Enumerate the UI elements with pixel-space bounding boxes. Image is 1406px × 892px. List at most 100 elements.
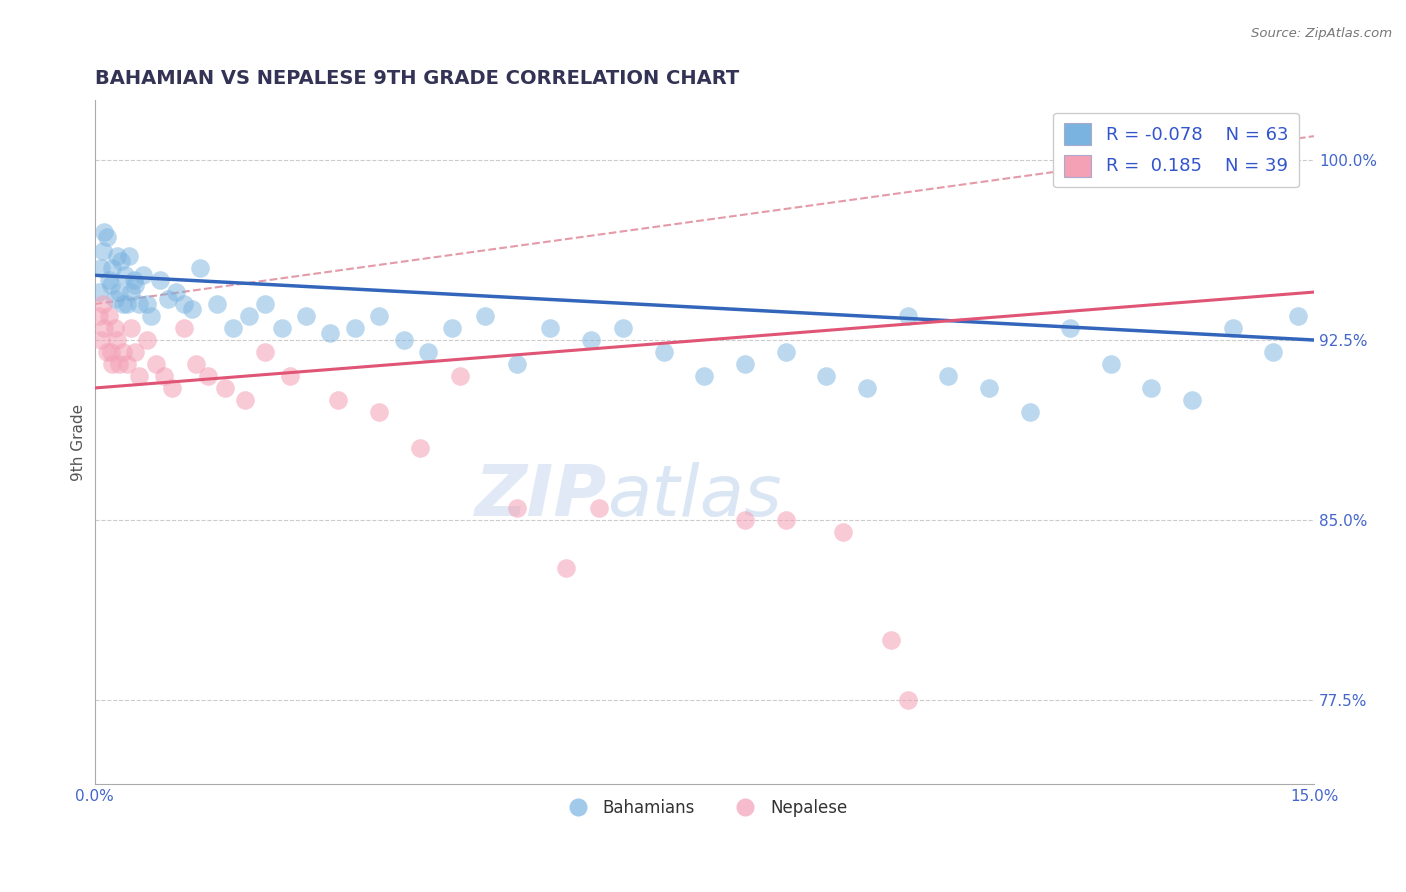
Text: atlas: atlas — [607, 462, 782, 531]
Point — [136, 333, 159, 347]
Point — [96, 230, 118, 244]
Point — [441, 321, 464, 335]
Point — [1018, 405, 1040, 419]
Point — [87, 309, 110, 323]
Point — [233, 392, 256, 407]
Text: BAHAMIAN VS NEPALESE 9TH GRADE CORRELATION CHART: BAHAMIAN VS NEPALESE 9TH GRADE CORRELATI… — [94, 69, 738, 87]
Point — [775, 513, 797, 527]
Point — [115, 297, 138, 311]
Point — [104, 321, 127, 335]
Point — [555, 561, 578, 575]
Point — [156, 292, 179, 306]
Point — [856, 381, 879, 395]
Point — [815, 369, 838, 384]
Point — [98, 273, 121, 287]
Point — [1059, 321, 1081, 335]
Point — [124, 277, 146, 292]
Point — [122, 273, 145, 287]
Point — [98, 309, 121, 323]
Point — [105, 333, 128, 347]
Point — [110, 253, 132, 268]
Legend: Bahamians, Nepalese: Bahamians, Nepalese — [554, 792, 853, 823]
Point — [328, 392, 350, 407]
Point — [91, 297, 114, 311]
Point — [205, 297, 228, 311]
Point — [897, 693, 920, 707]
Point — [91, 244, 114, 259]
Point — [165, 285, 187, 299]
Point — [295, 309, 318, 323]
Point — [1286, 309, 1309, 323]
Y-axis label: 9th Grade: 9th Grade — [72, 403, 86, 481]
Point — [114, 268, 136, 283]
Point — [254, 345, 277, 359]
Text: Source: ZipAtlas.com: Source: ZipAtlas.com — [1251, 27, 1392, 40]
Point — [1181, 392, 1204, 407]
Point — [105, 249, 128, 263]
Point — [734, 357, 756, 371]
Point — [112, 297, 135, 311]
Point — [222, 321, 245, 335]
Point — [101, 261, 124, 276]
Point — [108, 285, 131, 299]
Point — [173, 321, 195, 335]
Point — [270, 321, 292, 335]
Point — [120, 285, 142, 299]
Point — [254, 297, 277, 311]
Point — [96, 345, 118, 359]
Point — [506, 500, 529, 515]
Point — [145, 357, 167, 371]
Point — [108, 357, 131, 371]
Point — [775, 345, 797, 359]
Point — [474, 309, 496, 323]
Point — [118, 249, 141, 263]
Text: ZIP: ZIP — [474, 462, 607, 531]
Point — [1222, 321, 1244, 335]
Point — [897, 309, 920, 323]
Point — [90, 333, 112, 347]
Point — [93, 321, 115, 335]
Point — [101, 357, 124, 371]
Point — [734, 513, 756, 527]
Point — [343, 321, 366, 335]
Point — [936, 369, 959, 384]
Point — [90, 261, 112, 276]
Point — [449, 369, 471, 384]
Point — [160, 381, 183, 395]
Point — [416, 345, 439, 359]
Point — [128, 369, 150, 384]
Point — [652, 345, 675, 359]
Point — [831, 524, 853, 539]
Point — [128, 297, 150, 311]
Point — [538, 321, 561, 335]
Point — [136, 297, 159, 311]
Point — [693, 369, 716, 384]
Point — [124, 345, 146, 359]
Point — [87, 285, 110, 299]
Point — [1140, 381, 1163, 395]
Point — [132, 268, 155, 283]
Point — [588, 500, 610, 515]
Point — [238, 309, 260, 323]
Point — [100, 345, 122, 359]
Point — [100, 277, 122, 292]
Point — [977, 381, 1000, 395]
Point — [173, 297, 195, 311]
Point — [120, 321, 142, 335]
Point — [149, 273, 172, 287]
Point — [188, 261, 211, 276]
Point — [93, 225, 115, 239]
Point — [880, 632, 903, 647]
Point — [368, 405, 391, 419]
Point — [214, 381, 236, 395]
Point — [579, 333, 602, 347]
Point — [141, 309, 163, 323]
Point — [152, 369, 174, 384]
Point — [104, 292, 127, 306]
Point — [506, 357, 529, 371]
Point — [1099, 357, 1122, 371]
Point — [112, 345, 135, 359]
Point — [278, 369, 301, 384]
Point — [409, 441, 432, 455]
Point — [1263, 345, 1285, 359]
